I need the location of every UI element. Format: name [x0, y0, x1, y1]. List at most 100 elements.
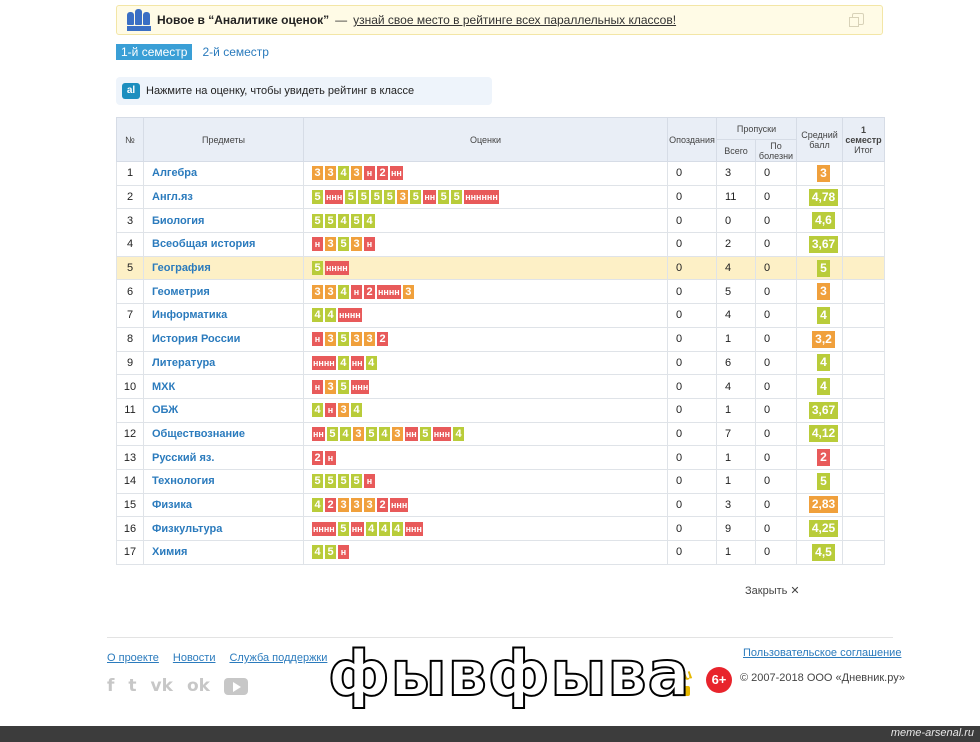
grade-mark[interactable]: нн: [404, 426, 418, 441]
grade-mark[interactable]: ннн: [325, 190, 344, 205]
odnoklassniki-icon[interactable]: ok: [186, 676, 210, 696]
grade-mark[interactable]: 5: [410, 190, 422, 205]
grade-mark[interactable]: 3: [312, 284, 323, 299]
grade-mark[interactable]: 3: [364, 497, 375, 512]
grade-mark[interactable]: 3: [325, 379, 336, 394]
grade-mark[interactable]: нн: [390, 166, 403, 181]
grade-mark[interactable]: 3: [402, 284, 414, 299]
subject-link[interactable]: Литература: [143, 350, 304, 376]
grade-mark[interactable]: 4: [337, 355, 349, 370]
grade-mark[interactable]: 5: [338, 379, 349, 394]
grade-mark[interactable]: 2: [377, 166, 388, 181]
grade-mark[interactable]: н: [364, 237, 375, 252]
grade-mark[interactable]: 4: [391, 521, 403, 536]
grade-mark[interactable]: 3: [325, 284, 336, 299]
grade-mark[interactable]: н: [312, 237, 323, 252]
grade-mark[interactable]: 5: [338, 332, 349, 347]
grade-mark[interactable]: 2: [364, 284, 375, 299]
subject-link[interactable]: Физика: [143, 492, 304, 518]
grade-mark[interactable]: 3: [325, 166, 336, 181]
grade-mark[interactable]: 5: [365, 426, 377, 441]
grade-mark[interactable]: 5: [325, 545, 336, 560]
grade-mark[interactable]: 4: [338, 284, 349, 299]
grade-mark[interactable]: 4: [338, 166, 349, 181]
subject-link[interactable]: География: [143, 255, 304, 281]
grade-mark[interactable]: 2: [377, 497, 388, 512]
grade-mark[interactable]: нннннн: [464, 190, 499, 205]
grade-mark[interactable]: 3: [351, 332, 362, 347]
grade-mark[interactable]: 3: [351, 497, 362, 512]
subject-link[interactable]: МХК: [143, 374, 304, 399]
subject-link[interactable]: Химия: [143, 540, 304, 565]
grade-mark[interactable]: 3: [364, 332, 375, 347]
grade-mark[interactable]: н: [351, 284, 362, 299]
grade-mark[interactable]: нннн: [338, 308, 362, 323]
grade-mark[interactable]: 5: [419, 426, 431, 441]
grade-mark[interactable]: 4: [453, 426, 465, 441]
grade-mark[interactable]: нннн: [312, 355, 336, 370]
grade-mark[interactable]: н: [312, 332, 323, 347]
grade-mark[interactable]: 3: [391, 426, 403, 441]
youtube-icon[interactable]: [223, 677, 248, 695]
grade-mark[interactable]: 3: [312, 166, 323, 181]
grade-mark[interactable]: 5: [338, 474, 349, 489]
footer-link-news[interactable]: Новости: [172, 652, 216, 664]
grade-mark[interactable]: 5: [351, 474, 362, 489]
grade-mark[interactable]: 3: [351, 166, 362, 181]
subject-link[interactable]: Физкультура: [143, 516, 304, 541]
grade-mark[interactable]: 5: [325, 213, 336, 228]
grade-mark[interactable]: ннн: [432, 426, 452, 441]
twitter-icon[interactable]: t: [128, 676, 137, 696]
grade-mark[interactable]: 5: [312, 474, 323, 489]
subject-link[interactable]: Алгебра: [143, 161, 304, 186]
close-button[interactable]: Закрыть ✕: [745, 585, 800, 597]
grade-mark[interactable]: 5: [371, 190, 383, 205]
grade-mark[interactable]: 3: [325, 237, 336, 252]
grade-mark[interactable]: 5: [438, 190, 450, 205]
grade-mark[interactable]: 3: [338, 497, 349, 512]
grade-mark[interactable]: 5: [351, 213, 362, 228]
grade-mark[interactable]: нннн: [312, 521, 336, 536]
subject-link[interactable]: Биология: [143, 208, 304, 234]
grade-mark[interactable]: 5: [337, 521, 349, 536]
subject-link[interactable]: Англ.яз: [143, 184, 304, 210]
grade-mark[interactable]: 5: [312, 190, 323, 205]
grade-mark[interactable]: н: [364, 474, 375, 489]
grade-mark[interactable]: 4: [378, 521, 390, 536]
subject-link[interactable]: Технология: [143, 468, 304, 494]
subject-link[interactable]: Русский яз.: [143, 445, 304, 470]
vk-icon[interactable]: vk: [150, 676, 173, 696]
grade-mark[interactable]: 3: [397, 190, 409, 205]
grade-mark[interactable]: 5: [345, 190, 357, 205]
grade-mark[interactable]: нннн: [377, 284, 401, 299]
tab-semester-2[interactable]: 2-й семестр: [202, 45, 269, 59]
grade-mark[interactable]: 5: [338, 237, 349, 252]
facebook-icon[interactable]: f: [107, 676, 115, 696]
grade-mark[interactable]: 2: [325, 497, 336, 512]
grade-mark[interactable]: 4: [364, 213, 375, 228]
grade-mark[interactable]: нн: [350, 521, 364, 536]
grade-mark[interactable]: н: [325, 403, 336, 418]
grade-mark[interactable]: ннн: [351, 379, 370, 394]
grade-mark[interactable]: 5: [451, 190, 463, 205]
grade-mark[interactable]: 4: [351, 403, 362, 418]
tab-semester-1[interactable]: 1-й семестр: [116, 44, 193, 60]
grade-mark[interactable]: 2: [377, 332, 388, 347]
grade-mark[interactable]: 5: [358, 190, 370, 205]
grade-mark[interactable]: 5: [312, 261, 323, 276]
subject-link[interactable]: Геометрия: [143, 279, 304, 305]
grade-mark[interactable]: 5: [326, 426, 338, 441]
grade-mark[interactable]: 5: [325, 474, 336, 489]
grade-mark[interactable]: 5: [384, 190, 396, 205]
grade-mark[interactable]: 4: [312, 403, 323, 418]
banner-link[interactable]: узнай свое место в рейтинге всех паралле…: [353, 13, 677, 27]
footer-link-support[interactable]: Служба поддержки: [229, 652, 328, 664]
grade-mark[interactable]: нн: [423, 190, 437, 205]
grade-mark[interactable]: 4: [339, 426, 351, 441]
subject-link[interactable]: История России: [143, 326, 304, 352]
grade-mark[interactable]: 4: [312, 497, 323, 512]
user-agreement-link[interactable]: Пользовательское соглашение: [743, 647, 902, 659]
footer-link-about[interactable]: О проекте: [107, 652, 159, 664]
grade-mark[interactable]: 3: [352, 426, 364, 441]
subject-link[interactable]: Обществознание: [143, 421, 304, 447]
